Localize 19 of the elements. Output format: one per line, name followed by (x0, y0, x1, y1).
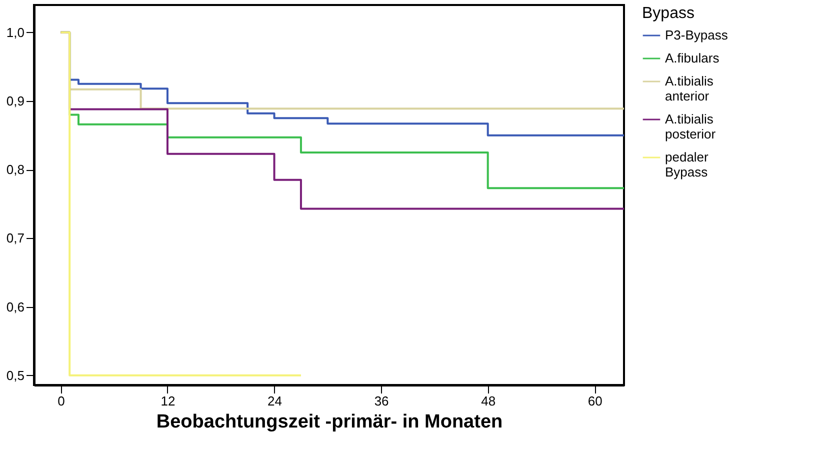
legend-title: Bypass (642, 5, 694, 22)
y-tick-label: 0,8 (6, 162, 24, 178)
x-tick-label: 36 (374, 394, 389, 408)
y-tick-label: 1,0 (6, 24, 24, 40)
x-tick-label: 60 (588, 394, 602, 408)
x-tick-label: 12 (160, 394, 176, 408)
x-tick-label: 48 (481, 394, 496, 408)
legend-label: pedaler Bypass (665, 150, 710, 180)
x-axis-title: Beobachtungszeit -primär- in Monaten (156, 412, 503, 432)
x-tick-label: 0 (58, 394, 65, 408)
legend-label: A.fibulars (665, 50, 720, 66)
legend-label: A.tibialis posterior (665, 112, 716, 142)
legend-label: A.tibialis anterior (665, 74, 714, 104)
y-tick-label: 0,6 (6, 299, 24, 314)
y-tick-label: 0,7 (6, 230, 24, 246)
y-tick-label: 0,9 (6, 94, 24, 109)
legend-label: P3-Bypass (665, 28, 728, 42)
y-tick-label: 0,5 (6, 368, 24, 383)
x-tick-label: 24 (268, 394, 282, 408)
